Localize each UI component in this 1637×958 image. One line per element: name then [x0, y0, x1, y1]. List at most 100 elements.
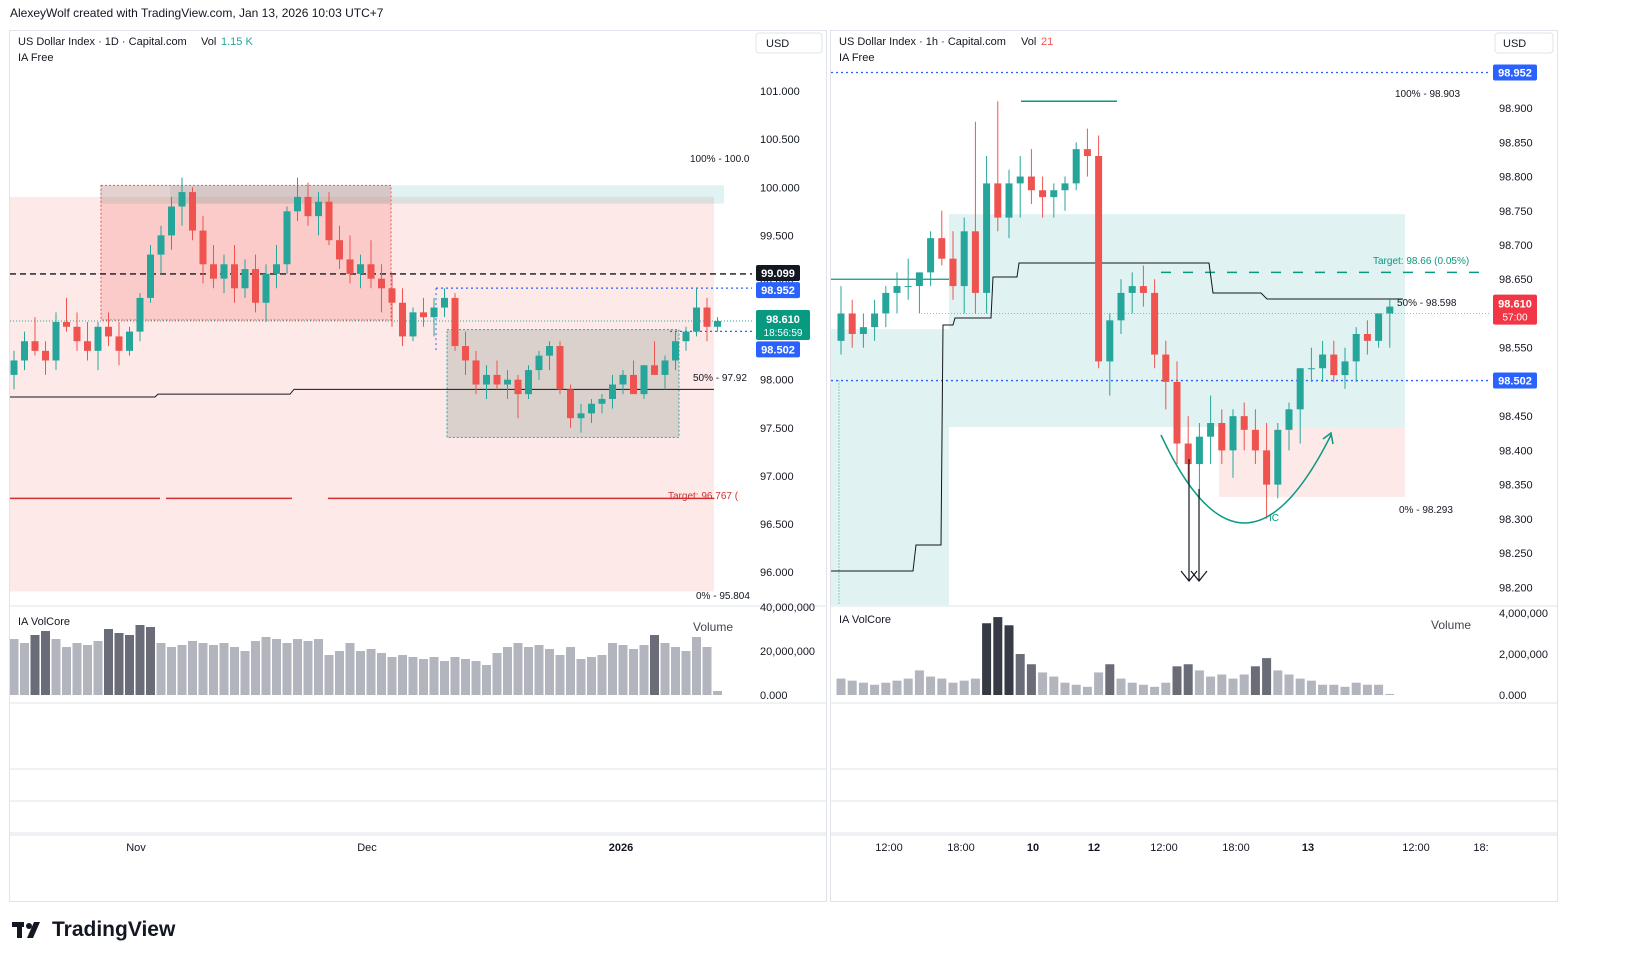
- left-volume-bar: [555, 655, 565, 695]
- right-candle-body: [1218, 423, 1226, 451]
- right-candle-body: [1128, 286, 1136, 293]
- left-volume-bar: [387, 657, 397, 695]
- left-target-label: Target: 96.767 (: [668, 491, 739, 502]
- right-down-arrowhead-b: [1190, 570, 1208, 582]
- right-vol-value: 21: [1041, 36, 1053, 48]
- left-candle-body: [409, 312, 417, 337]
- right-tag-countdown: 57:00: [1502, 313, 1527, 324]
- left-candle-body: [115, 336, 123, 351]
- right-vol-label: Vol: [1021, 36, 1036, 48]
- left-y-tick-label: 97.500: [760, 423, 794, 435]
- right-x-tick-label: 12: [1088, 842, 1100, 854]
- left-candle-body: [525, 370, 532, 395]
- right-volume-bar: [1250, 666, 1260, 695]
- right-volume-bar: [881, 682, 891, 695]
- left-tag-countdown: 18:56:59: [764, 328, 803, 339]
- right-chart-svg[interactable]: 100% - 98.903 50% - 98.598 0% - 98.293 Targ…: [831, 31, 1557, 901]
- right-candle-body: [1106, 320, 1114, 362]
- left-candle-body: [378, 278, 385, 289]
- right-volume-bar: [1284, 674, 1294, 695]
- left-candle-body: [325, 201, 333, 241]
- left-x-tick-label: 2026: [609, 842, 633, 854]
- left-volume-bar: [513, 643, 523, 695]
- left-overlap-box: [170, 185, 390, 204]
- left-candle-body: [42, 350, 49, 361]
- right-volume-bar: [1105, 664, 1115, 695]
- right-candle-body: [1240, 416, 1248, 430]
- left-volume-bar: [629, 649, 638, 695]
- left-volume-bar: [125, 635, 134, 695]
- left-currency-label: USD: [766, 38, 789, 50]
- right-y-tick-label: 98.650: [1499, 274, 1533, 286]
- right-y-tick-label: 98.800: [1499, 172, 1533, 184]
- right-chart-panel[interactable]: 100% - 98.903 50% - 98.598 0% - 98.293 Targ…: [830, 30, 1558, 902]
- left-volume-bar: [93, 641, 103, 695]
- right-candle-body: [960, 231, 968, 287]
- left-candle-body: [283, 211, 291, 265]
- right-fib-50-label: 50% - 98.598: [1397, 298, 1457, 309]
- left-volume-bar: [671, 647, 680, 695]
- right-candle-body: [848, 313, 856, 334]
- left-volume-bar: [419, 659, 428, 695]
- right-y-tick-label: 98.400: [1499, 445, 1533, 457]
- left-volume-bar: [41, 631, 50, 695]
- left-volume-bar: [587, 657, 596, 695]
- right-volume-bar: [1362, 684, 1372, 695]
- left-volume-bar: [618, 645, 628, 695]
- right-volume-bar: [1004, 625, 1014, 695]
- right-volume-label: Volume: [1431, 618, 1471, 632]
- left-candle-body: [63, 321, 70, 327]
- right-symbol-title: US Dollar Index · 1h · Capital.com: [839, 36, 1006, 48]
- right-candle-body: [1352, 334, 1360, 362]
- left-volume-bar: [272, 639, 281, 695]
- left-y-tick-label: 98.000: [760, 375, 794, 387]
- left-candle-body: [430, 307, 438, 318]
- left-vol-tick-label: 0.000: [760, 690, 788, 702]
- right-volume-bar: [1161, 682, 1171, 695]
- left-volume-bar: [324, 655, 334, 695]
- left-candle-body: [315, 201, 322, 217]
- right-candle-body: [983, 183, 991, 293]
- left-candle-body: [294, 196, 301, 212]
- left-volume-bar: [576, 659, 586, 695]
- right-candle-body: [1263, 450, 1271, 485]
- left-candle-body: [451, 297, 459, 347]
- left-volume-bar: [282, 643, 292, 695]
- left-chart-svg[interactable]: 100% - 100.0 50% - 97.92 0% - 95.804 Target…: [10, 31, 826, 901]
- left-volume-bar: [608, 643, 617, 695]
- left-indicator-name: IA Free: [18, 52, 53, 64]
- left-candle-body: [693, 307, 700, 332]
- right-candle-body: [1039, 190, 1047, 198]
- left-tag-blue-lower-bg: [756, 341, 800, 358]
- right-volume-bar: [1116, 678, 1126, 695]
- left-candle-body: [157, 235, 165, 255]
- right-volume-bar: [937, 678, 947, 695]
- left-chart-panel[interactable]: 100% - 100.0 50% - 97.92 0% - 95.804 Target…: [9, 30, 827, 902]
- right-indicator-name: IA Free: [839, 52, 874, 64]
- right-volume-bar: [1038, 672, 1048, 695]
- left-volume-bar: [114, 633, 124, 695]
- left-y-tick-label: 96.000: [760, 567, 794, 579]
- left-volume-bar: [261, 637, 271, 695]
- right-trail-step-line: [831, 262, 1403, 572]
- left-x-tick-label: Nov: [126, 842, 146, 854]
- left-volume-bar: [20, 643, 29, 695]
- right-volume-bar: [1295, 678, 1305, 695]
- left-candle-body: [703, 307, 711, 327]
- right-y-tick-label: 98.900: [1499, 103, 1533, 115]
- left-volume-bar: [146, 627, 155, 695]
- tradingview-logo[interactable]: TradingView: [12, 918, 175, 942]
- left-volume-bar: [356, 651, 365, 695]
- left-fib-0-label: 0% - 95.804: [696, 591, 750, 602]
- right-candle-body: [1095, 156, 1103, 362]
- left-tag-black-bg: [756, 264, 800, 281]
- left-volume-bar: [450, 657, 460, 695]
- left-volume-bar: [692, 637, 701, 695]
- left-candle-body: [546, 346, 553, 356]
- right-volume-bar: [847, 680, 857, 695]
- right-volume-bar: [959, 680, 969, 695]
- left-volume-bar: [198, 643, 208, 695]
- right-candle-body: [971, 231, 979, 293]
- right-candle-body: [1050, 190, 1058, 198]
- left-candle-body: [367, 264, 375, 279]
